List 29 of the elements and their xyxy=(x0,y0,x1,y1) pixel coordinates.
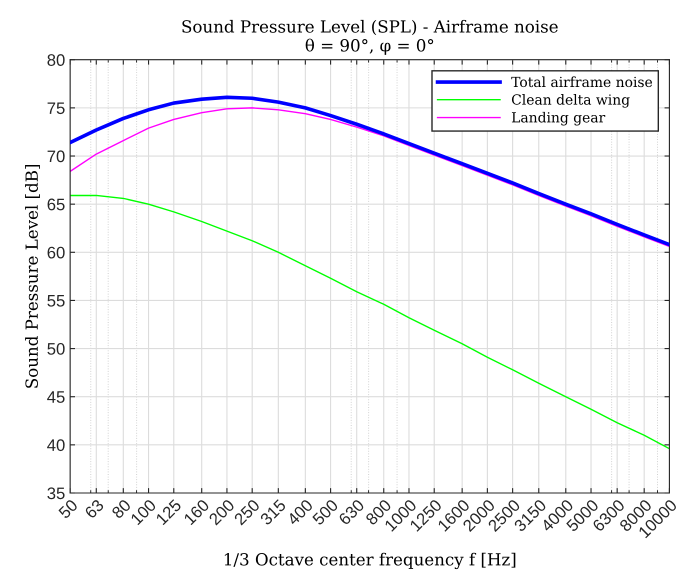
legend-label: Clean delta wing xyxy=(512,94,630,108)
y-tick-label: 40 xyxy=(47,439,65,452)
line-series xyxy=(70,194,670,450)
x-tick-label: 125 xyxy=(155,498,182,526)
y-tick-label: 50 xyxy=(47,342,65,355)
x-tick-label: 63 xyxy=(84,498,104,520)
x-tick-label: 630 xyxy=(338,498,365,526)
x-tick-label: 250 xyxy=(233,498,260,526)
y-tick-label: 70 xyxy=(48,150,65,162)
y-tick-label: 55 xyxy=(47,295,65,307)
x-tick-label: 500 xyxy=(312,498,339,526)
y-tick-label: 80 xyxy=(47,54,65,66)
legend-label: Landing gear xyxy=(512,112,606,126)
chart-subtitle: θ = 90°, φ = 0° xyxy=(306,38,434,55)
x-tick-label: 100 xyxy=(130,498,157,526)
y-tick-label: 75 xyxy=(48,102,65,114)
chart-title: Sound Pressure Level (SPL) - Airframe noise xyxy=(182,20,558,36)
y-tick-label: 65 xyxy=(48,198,65,210)
x-tick-label: 315 xyxy=(259,498,286,526)
y-tick-label: 60 xyxy=(48,246,65,259)
x-tick-label: 80 xyxy=(111,498,132,520)
x-tick-label: 160 xyxy=(183,498,210,526)
x-tick-label: 200 xyxy=(208,498,236,526)
x-axis-title: 1/3 Octave center frequency f [Hz] xyxy=(224,552,516,570)
y-tick-label: 35 xyxy=(47,487,65,500)
x-tick-label: 400 xyxy=(286,498,314,526)
y-axis-title: Sound Pressure Level [dB] xyxy=(25,164,40,388)
y-tick-label: 45 xyxy=(47,391,65,403)
legend-label: Total airframe noise xyxy=(511,76,652,88)
